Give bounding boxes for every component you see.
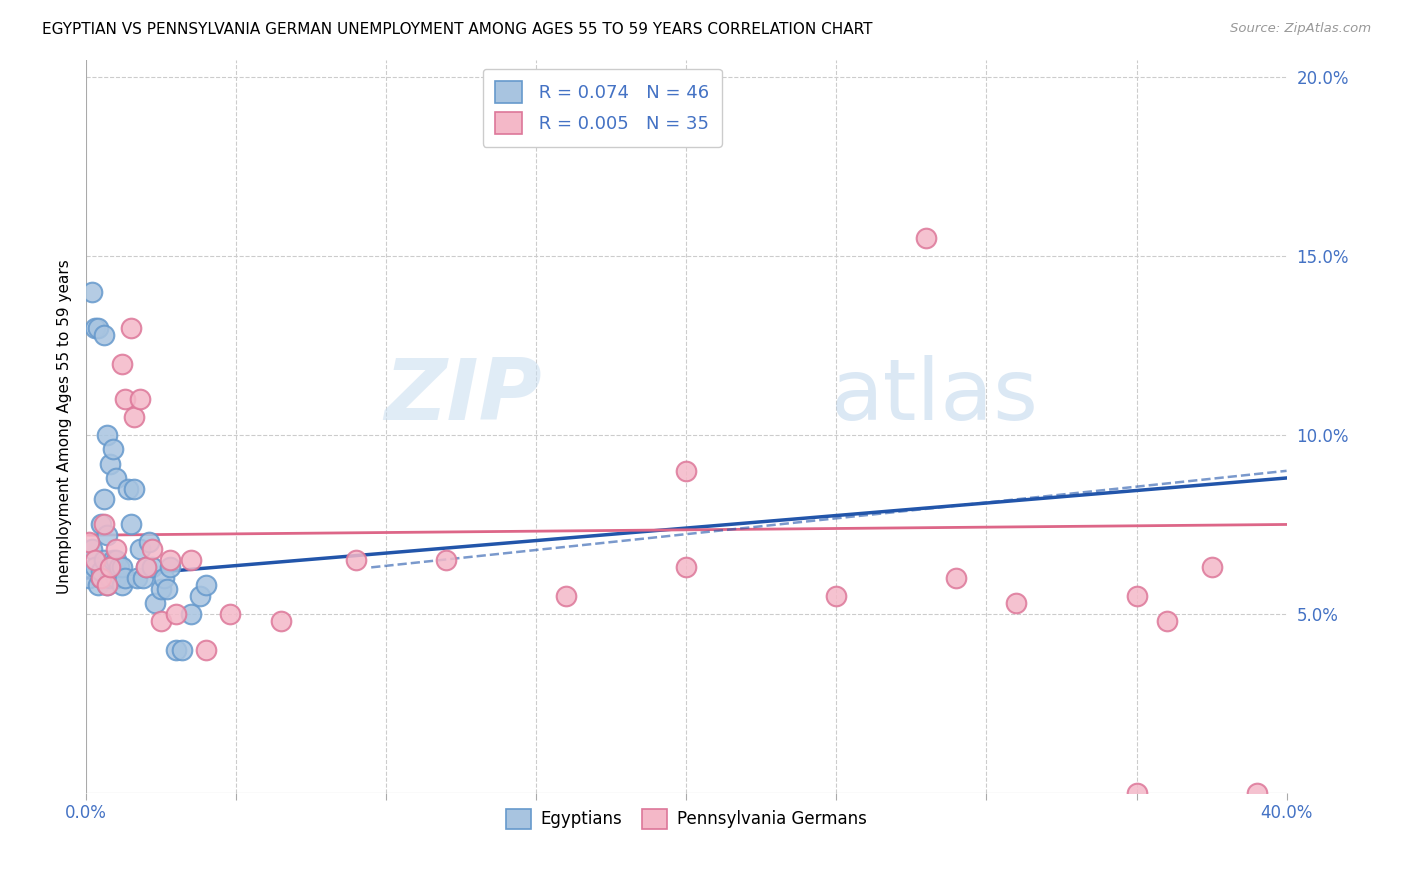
Point bbox=[127, 571, 149, 585]
Point bbox=[195, 578, 218, 592]
Point bbox=[96, 578, 118, 592]
Point bbox=[1125, 589, 1147, 603]
Point bbox=[141, 542, 163, 557]
Point bbox=[120, 320, 142, 334]
Point bbox=[1005, 596, 1028, 610]
Point bbox=[135, 560, 157, 574]
Point bbox=[129, 542, 152, 557]
Point bbox=[84, 320, 107, 334]
Point bbox=[80, 542, 103, 557]
Point bbox=[111, 578, 134, 592]
Point bbox=[117, 482, 139, 496]
Point bbox=[129, 392, 152, 407]
Point bbox=[675, 560, 697, 574]
Point bbox=[195, 642, 218, 657]
Point bbox=[90, 571, 112, 585]
Point bbox=[138, 535, 160, 549]
Point bbox=[1246, 786, 1268, 800]
Point bbox=[344, 553, 367, 567]
Point bbox=[101, 553, 124, 567]
Point bbox=[96, 578, 118, 592]
Point bbox=[93, 492, 115, 507]
Point bbox=[150, 582, 173, 596]
Legend: Egyptians, Pennsylvania Germans: Egyptians, Pennsylvania Germans bbox=[499, 802, 873, 836]
Point bbox=[111, 560, 134, 574]
Point bbox=[153, 571, 176, 585]
Point bbox=[105, 553, 128, 567]
Text: ZIP: ZIP bbox=[385, 355, 543, 438]
Point bbox=[555, 589, 578, 603]
Point bbox=[77, 535, 100, 549]
Point bbox=[132, 571, 155, 585]
Point bbox=[84, 553, 107, 567]
Point bbox=[93, 517, 115, 532]
Point bbox=[122, 410, 145, 425]
Point bbox=[101, 442, 124, 457]
Text: EGYPTIAN VS PENNSYLVANIA GERMAN UNEMPLOYMENT AMONG AGES 55 TO 59 YEARS CORRELATI: EGYPTIAN VS PENNSYLVANIA GERMAN UNEMPLOY… bbox=[42, 22, 873, 37]
Point bbox=[84, 560, 107, 574]
Point bbox=[87, 578, 110, 592]
Point bbox=[98, 571, 121, 585]
Text: atlas: atlas bbox=[831, 355, 1039, 438]
Point bbox=[108, 560, 131, 574]
Point bbox=[159, 560, 181, 574]
Point bbox=[135, 560, 157, 574]
Y-axis label: Unemployment Among Ages 55 to 59 years: Unemployment Among Ages 55 to 59 years bbox=[58, 259, 72, 593]
Point bbox=[915, 231, 938, 245]
Point bbox=[172, 642, 194, 657]
Point bbox=[825, 589, 848, 603]
Point bbox=[98, 457, 121, 471]
Point bbox=[1125, 786, 1147, 800]
Point bbox=[111, 357, 134, 371]
Point bbox=[165, 642, 187, 657]
Point bbox=[945, 571, 967, 585]
Point bbox=[219, 607, 242, 621]
Point bbox=[105, 471, 128, 485]
Point bbox=[122, 482, 145, 496]
Text: Source: ZipAtlas.com: Source: ZipAtlas.com bbox=[1230, 22, 1371, 36]
Point bbox=[675, 464, 697, 478]
Point bbox=[87, 320, 110, 334]
Point bbox=[93, 553, 115, 567]
Point bbox=[96, 528, 118, 542]
Point bbox=[105, 542, 128, 557]
Point bbox=[270, 614, 292, 628]
Point bbox=[150, 614, 173, 628]
Point bbox=[105, 571, 128, 585]
Point bbox=[156, 582, 179, 596]
Point bbox=[1201, 560, 1223, 574]
Point bbox=[80, 285, 103, 299]
Point bbox=[93, 327, 115, 342]
Point bbox=[114, 392, 136, 407]
Point bbox=[120, 517, 142, 532]
Point bbox=[434, 553, 457, 567]
Point bbox=[90, 571, 112, 585]
Point bbox=[90, 517, 112, 532]
Point bbox=[114, 571, 136, 585]
Point bbox=[159, 553, 181, 567]
Point bbox=[180, 607, 202, 621]
Point bbox=[1156, 614, 1178, 628]
Point bbox=[77, 571, 100, 585]
Point bbox=[188, 589, 211, 603]
Point bbox=[90, 564, 112, 578]
Point bbox=[141, 560, 163, 574]
Point bbox=[96, 428, 118, 442]
Point bbox=[180, 553, 202, 567]
Point bbox=[165, 607, 187, 621]
Point bbox=[143, 596, 166, 610]
Point bbox=[98, 560, 121, 574]
